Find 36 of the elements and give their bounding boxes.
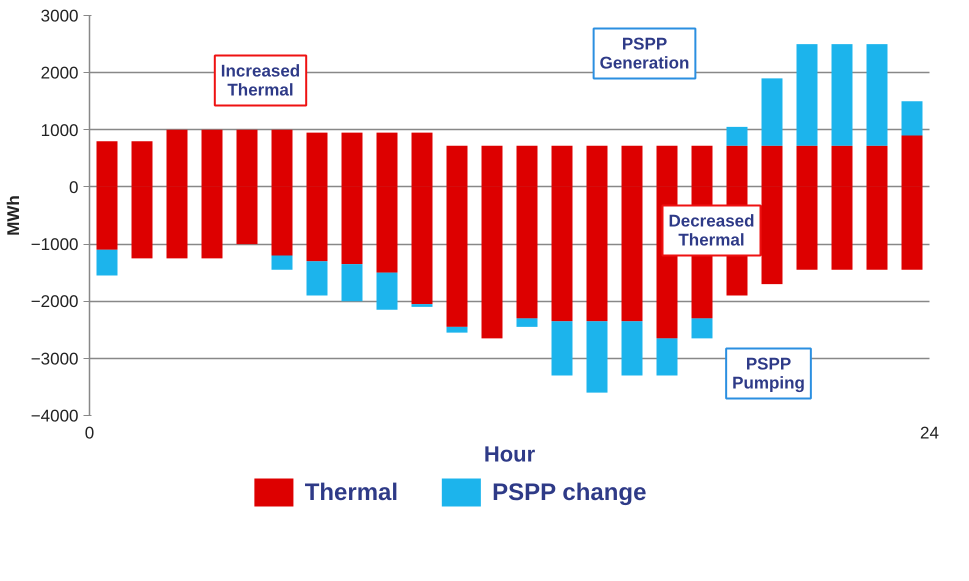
y-tick-label: −3000 [30,349,79,368]
bar [272,256,292,270]
bar [376,272,398,310]
legend-label: PSPP change [492,479,646,506]
y-tick-label: 2000 [40,64,79,83]
y-tick-label: −1000 [30,235,79,254]
legend-label: Thermal [304,479,398,506]
bar [762,78,782,146]
bar [446,326,468,333]
bar [902,101,922,136]
bar [586,321,608,393]
bar [516,318,538,327]
x-axis-title: Hour [484,442,536,466]
bar [622,321,642,376]
annotation: Decreased Thermal [668,212,755,250]
bar [866,44,888,146]
annotation: Increased Thermal [220,62,300,100]
bar [342,264,362,302]
bar [832,44,852,146]
bar [796,44,818,146]
bar [412,304,432,307]
bar [692,318,712,338]
y-tick-label: 0 [69,178,79,197]
x-tick-label: 24 [920,424,939,442]
y-tick-label: 3000 [40,6,79,26]
y-tick-label: −4000 [30,406,79,426]
y-axis-title: MWh [4,195,23,236]
y-tick-label: 1000 [40,120,79,140]
bar [552,321,572,376]
bar [96,250,118,276]
annotation: PSPP Pumping [732,354,805,392]
bar [656,338,678,376]
y-tick-label: −2000 [30,292,79,312]
annotation: PSPP Generation [600,34,690,72]
bar [726,126,748,146]
bar [306,261,328,296]
